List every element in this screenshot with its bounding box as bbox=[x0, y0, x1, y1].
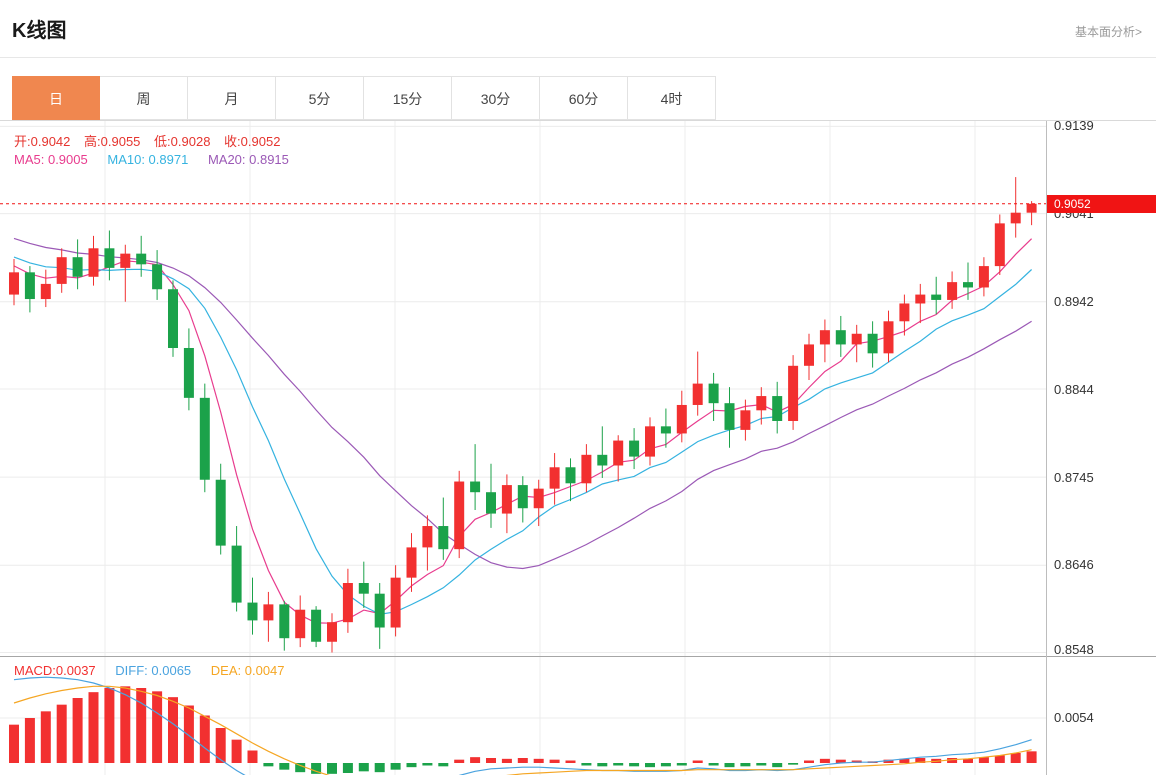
ma20-value: 0.8915 bbox=[249, 152, 289, 167]
candlestick-chart[interactable] bbox=[0, 121, 1046, 656]
open-value: 0.9042 bbox=[30, 134, 71, 149]
macd-legend: MACD:0.0037 DIFF: 0.0065 DEA: 0.0047 bbox=[14, 663, 285, 678]
price-axis-label: 0.8745 bbox=[1054, 470, 1094, 485]
ma5-label: MA5: bbox=[14, 152, 48, 167]
tab-month[interactable]: 月 bbox=[188, 76, 276, 120]
ma10-label: MA10: bbox=[107, 152, 149, 167]
dea-value: 0.0047 bbox=[244, 663, 285, 678]
ohlc-legend: 开:0.9042 高:0.9055 低:0.9028 收:0.9052 bbox=[14, 131, 290, 150]
low-label: 低: bbox=[154, 134, 171, 149]
tab-5min[interactable]: 5分 bbox=[276, 76, 364, 120]
macd-chart[interactable] bbox=[0, 657, 1046, 775]
tab-day[interactable]: 日 bbox=[12, 76, 100, 120]
macd-axis-label: 0.0054 bbox=[1054, 710, 1094, 725]
price-axis: 0.9139 0.9041 0.8942 0.8844 0.8745 0.864… bbox=[1046, 118, 1156, 775]
macd-label: MACD: bbox=[14, 663, 56, 678]
price-axis-label: 0.8548 bbox=[1054, 642, 1094, 657]
diff-label: DIFF: bbox=[115, 663, 152, 678]
macd-value: 0.0037 bbox=[55, 663, 96, 678]
fundamental-analysis-link[interactable]: 基本面分析> bbox=[1074, 25, 1142, 39]
dea-label: DEA: bbox=[210, 663, 245, 678]
price-axis-label: 0.8844 bbox=[1054, 382, 1094, 397]
tab-week[interactable]: 周 bbox=[100, 76, 188, 120]
tab-4hour[interactable]: 4时 bbox=[628, 76, 716, 120]
high-value: 0.9055 bbox=[100, 134, 141, 149]
high-label: 高: bbox=[84, 134, 101, 149]
close-value: 0.9052 bbox=[240, 134, 281, 149]
diff-value: 0.0065 bbox=[151, 663, 192, 678]
ma5-value: 0.9005 bbox=[47, 152, 88, 167]
close-label: 收: bbox=[224, 134, 241, 149]
price-axis-label: 0.9139 bbox=[1054, 118, 1094, 133]
tab-30min[interactable]: 30分 bbox=[452, 76, 540, 120]
low-value: 0.9028 bbox=[170, 134, 211, 149]
ma20-label: MA20: bbox=[207, 152, 250, 167]
panel-divider bbox=[0, 656, 1156, 657]
period-tabbar: 日 周 月 5分 15分 30分 60分 4时 bbox=[0, 76, 1156, 121]
tab-60min[interactable]: 60分 bbox=[540, 76, 628, 120]
last-price-tag: 0.9052 bbox=[1047, 195, 1156, 213]
tab-15min[interactable]: 15分 bbox=[364, 76, 452, 120]
open-label: 开: bbox=[14, 134, 31, 149]
price-axis-label: 0.8942 bbox=[1054, 294, 1094, 309]
ma10-value: 0.8971 bbox=[148, 152, 189, 167]
page-title: K线图 bbox=[12, 20, 67, 42]
price-axis-label: 0.8646 bbox=[1054, 557, 1094, 572]
page-header: K线图 基本面分析> bbox=[0, 0, 1156, 58]
chart-area: 开:0.9042 高:0.9055 低:0.9028 收:0.9052 MA5:… bbox=[0, 118, 1156, 775]
ma-legend: MA5: 0.9005 MA10: 0.8971 MA20: 0.8915 bbox=[14, 152, 305, 167]
